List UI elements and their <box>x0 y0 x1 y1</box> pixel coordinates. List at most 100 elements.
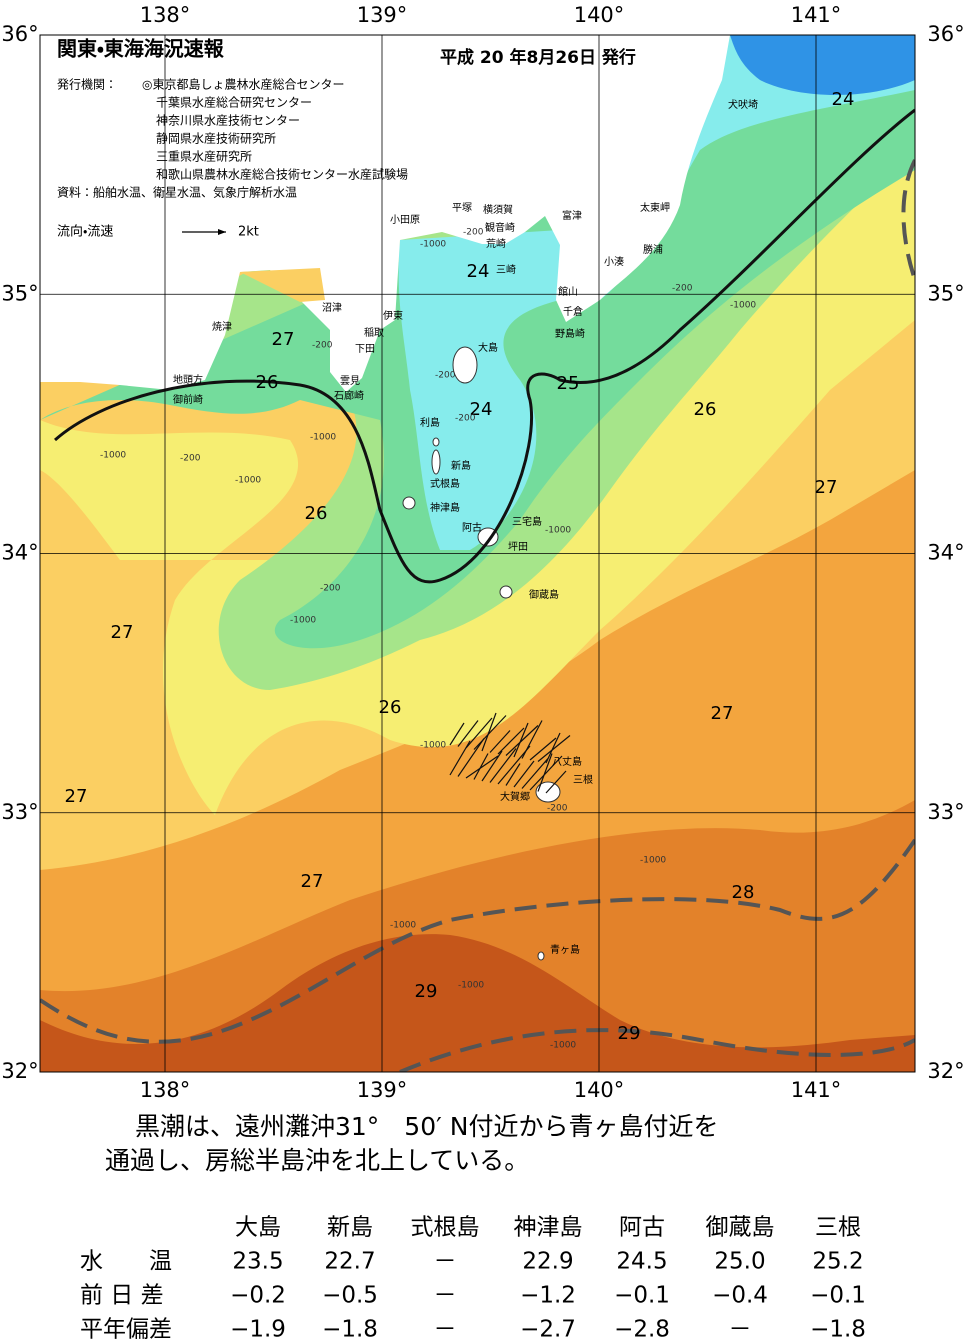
current-vector <box>473 753 489 780</box>
current-vector <box>529 755 563 791</box>
table-cell: −2.8 <box>614 1317 670 1343</box>
depth-label: -1000 <box>290 616 316 626</box>
suruga-bay <box>240 268 325 302</box>
lon-tick-label: 139° <box>357 1078 408 1102</box>
islands <box>402 346 561 961</box>
table-cell: −1.8 <box>322 1317 378 1343</box>
depth-label: -1000 <box>310 433 336 443</box>
current-vector <box>449 740 471 776</box>
contour-label: 27 <box>272 329 295 350</box>
place-name: 雲見 <box>340 375 360 387</box>
current-vector <box>489 730 511 753</box>
current-vector <box>457 720 479 747</box>
issuer: 神奈川県水産技術センター <box>156 113 300 128</box>
place-name: 御蔵島 <box>529 588 559 601</box>
table-header: 御蔵島 <box>706 1215 775 1241</box>
table-cell: −0.4 <box>712 1283 768 1309</box>
table-header: 大島 <box>235 1215 281 1241</box>
place-name: 三宅島 <box>512 515 542 528</box>
lat-tick-label: 32° <box>1 1059 38 1083</box>
current-vector <box>505 763 521 786</box>
contour-label: 26 <box>305 503 328 524</box>
place-name: 三根 <box>573 773 593 786</box>
current-vector <box>521 758 549 789</box>
table-cell: 25.0 <box>714 1249 765 1275</box>
table-cell: 22.7 <box>324 1249 375 1275</box>
current-vector <box>465 755 499 779</box>
land <box>40 35 730 392</box>
depth-label: -1000 <box>235 476 261 486</box>
current-vector <box>537 753 553 792</box>
current-vector <box>473 715 507 750</box>
current-vectors <box>449 712 571 794</box>
current-vector <box>513 722 529 758</box>
table-cell: −2.7 <box>520 1317 576 1343</box>
place-name: 青ヶ島 <box>550 943 580 956</box>
current-vector <box>497 745 531 785</box>
lon-tick-label: 138° <box>140 1078 191 1102</box>
sst-29 <box>40 934 915 1072</box>
table-cell: 24.5 <box>616 1249 667 1275</box>
contour-label: 24 <box>467 261 490 282</box>
table-cell: － <box>729 1317 752 1343</box>
contour-25 <box>54 108 915 584</box>
depth-label: -1000 <box>390 921 416 931</box>
lat-tick-label: 32° <box>927 1059 964 1083</box>
table-cell: － <box>434 1249 457 1275</box>
issue-date: 平成 20 年8月26日 発行 <box>440 47 636 68</box>
table-header: 神津島 <box>514 1215 583 1241</box>
lat-tick-label: 33° <box>1 800 38 824</box>
lon-tick-label: 139° <box>357 3 408 27</box>
issuer: 三重県水産研究所 <box>156 150 252 164</box>
depth-label: -200 <box>547 804 568 814</box>
depth-label: -200 <box>180 454 201 464</box>
current-vector <box>505 725 539 756</box>
table-cell: － <box>434 1317 457 1343</box>
contour-label: 26 <box>256 372 279 393</box>
place-name: 八丈島 <box>552 755 582 768</box>
contour-label: 28 <box>732 882 755 903</box>
lat-tick-label: 35° <box>1 281 38 305</box>
sst-fields <box>40 35 915 1072</box>
depth-label: -200 <box>312 341 333 351</box>
contour-label: 24 <box>832 89 855 110</box>
summary-line: 通過し、房総半島沖を北上している。 <box>105 1146 529 1175</box>
contour-label: 25 <box>557 373 580 394</box>
depth-label: -1000 <box>420 240 446 250</box>
source: 資料：船舶水温、衛星水温、気象庁解析水温 <box>57 185 297 200</box>
table-header: 式根島 <box>411 1215 480 1241</box>
place-name: 下田 <box>355 344 375 355</box>
place-name: 荒崎 <box>486 237 506 250</box>
contour-label: 27 <box>301 871 324 892</box>
issuer: 千葉県水産総合研究センター <box>156 95 312 110</box>
place-name: 大賀郷 <box>500 790 530 803</box>
lon-tick-label: 141° <box>791 1078 842 1102</box>
place-name: 太東岬 <box>640 201 670 214</box>
contour-label: 26 <box>379 697 402 718</box>
current-vector <box>489 748 517 783</box>
flow-legend: 流向・流速 <box>57 224 113 240</box>
depth-label: -1000 <box>420 741 446 751</box>
place-name: 伊東 <box>383 309 403 322</box>
contour-label: 27 <box>815 477 838 498</box>
depth-label: -200 <box>672 284 693 294</box>
sst-22 <box>730 35 915 95</box>
current-vector <box>449 722 465 746</box>
table-cell: −0.1 <box>614 1283 670 1309</box>
issuer: ◎東京都島しょ農林水産総合センター <box>142 77 344 92</box>
place-name: 新島 <box>451 459 471 472</box>
title: 関東・東海海況速報 <box>57 37 225 61</box>
place-name: 富津 <box>562 209 582 222</box>
kuroshio-path <box>40 159 915 1072</box>
lon-tick-label: 138° <box>140 3 191 27</box>
table-cell: 22.9 <box>522 1249 573 1275</box>
lon-tick-label: 141° <box>791 3 842 27</box>
lat-tick-label: 35° <box>927 281 964 305</box>
current-vector <box>537 735 571 762</box>
table-cell: － <box>434 1283 457 1309</box>
place-name: 勝浦 <box>643 243 663 256</box>
depth-label: -1000 <box>640 856 666 866</box>
table-header: 阿古 <box>619 1215 665 1241</box>
